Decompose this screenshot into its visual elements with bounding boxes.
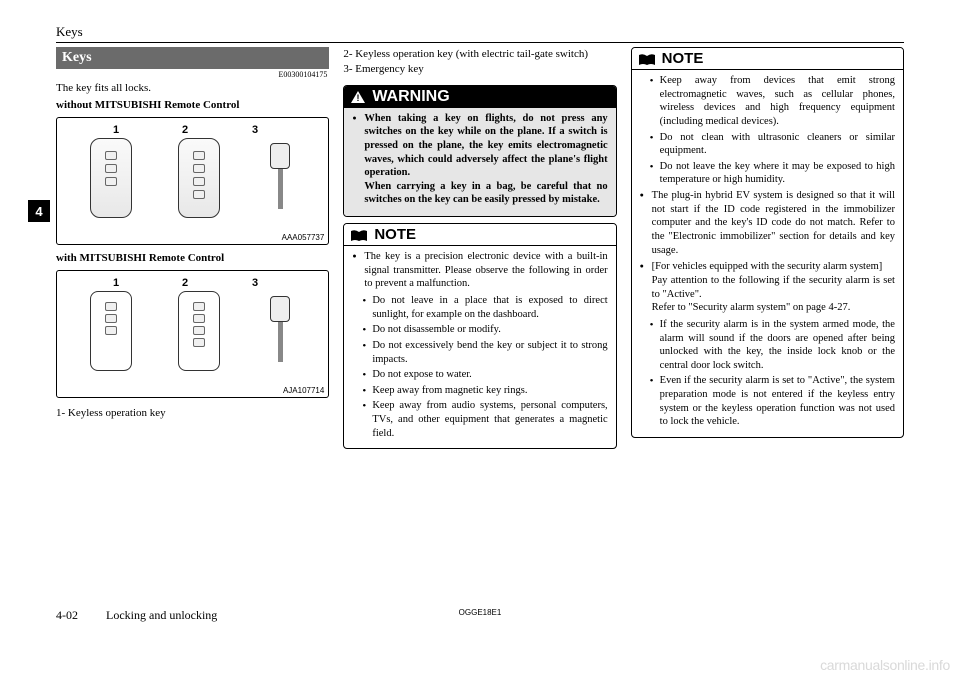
figure-label-3b: 3 — [252, 277, 258, 289]
chapter-title: Locking and unlocking — [106, 608, 217, 623]
note-sub-2: Do not disassemble or modify. — [352, 323, 607, 337]
note2-sub-1: Keep away from devices that emit strong … — [640, 74, 895, 129]
intro-text: The key fits all locks. — [56, 81, 329, 96]
note2-b2a: [For vehicles equipped with the security… — [652, 261, 883, 272]
chapter-tab: 4 — [28, 200, 50, 222]
key-fob-3 — [90, 291, 132, 371]
column-3: NOTE Keep away from devices that emit st… — [631, 47, 904, 455]
note-sub-6: Keep away from audio systems, personal c… — [352, 399, 607, 440]
note-sub-5: Keep away from magnetic key rings. — [352, 384, 607, 398]
key-fob-2 — [178, 138, 220, 218]
note-sub-1: Do not leave in a place that is exposed … — [352, 294, 607, 321]
warning-triangle-icon: ! — [350, 90, 366, 104]
key-fob-1 — [90, 138, 132, 218]
footer: 4-02 Locking and unlocking OGGE18E1 — [56, 608, 904, 623]
note-title-2: NOTE — [662, 50, 704, 67]
warning-text-2: When carrying a key in a bag, be careful… — [364, 181, 607, 206]
warning-body: When taking a key on flights, do not pre… — [344, 108, 615, 216]
note-lead: The key is a precision electronic device… — [352, 250, 607, 291]
note2-b2c: Refer to "Security alarm system" on page… — [652, 302, 851, 313]
figure-label-2b: 2 — [182, 277, 188, 289]
note2-b2b: Pay attention to the following if the se… — [652, 275, 895, 300]
warning-header: ! WARNING — [344, 86, 615, 108]
note-sub-3: Do not excessively bend the key or subje… — [352, 339, 607, 366]
section-code: E00300104175 — [56, 69, 329, 81]
figure-with-remote: 1 2 3 AJA107714 — [56, 270, 329, 398]
note-body-2: Keep away from devices that emit strong … — [632, 70, 903, 437]
note2-sub-2: Do not clean with ultrasonic cleaners or… — [640, 131, 895, 158]
figure-label-1b: 1 — [113, 277, 119, 289]
note2-sub-4: If the security alarm is in the system a… — [640, 318, 895, 373]
watermark: carmanualsonline.info — [820, 657, 950, 673]
note2-sub-5: Even if the security alarm is set to "Ac… — [640, 374, 895, 429]
page-number: 4-02 — [56, 608, 78, 623]
note-header-1: NOTE — [344, 224, 615, 246]
subhead-without-remote: without MITSUBISHI Remote Control — [56, 98, 329, 113]
section-header-keys: Keys — [56, 47, 329, 69]
note-title-1: NOTE — [374, 226, 416, 243]
column-2: 2- Keyless operation key (with electric … — [343, 47, 616, 455]
page: Keys Keys E00300104175 The key fits all … — [0, 0, 960, 467]
warning-text-1: When taking a key on flights, do not pre… — [364, 113, 607, 179]
figure-label-1: 1 — [113, 124, 119, 136]
warning-title: WARNING — [372, 88, 449, 106]
doc-code: OGGE18E1 — [459, 608, 502, 617]
note-book-icon — [350, 229, 368, 241]
note2-sub-3: Do not leave the key where it may be exp… — [640, 160, 895, 187]
note-box-2: NOTE Keep away from devices that emit st… — [631, 47, 904, 438]
figure-code-1: AAA057737 — [282, 233, 325, 242]
running-header: Keys — [56, 24, 904, 43]
note-book-icon-2 — [638, 53, 656, 65]
emergency-key-b — [265, 296, 295, 366]
emergency-key — [265, 143, 295, 213]
figure-without-remote: 1 2 3 AAA057737 — [56, 117, 329, 245]
key-fob-4 — [178, 291, 220, 371]
legend-item-3: 3- Emergency key — [343, 62, 616, 76]
warning-box: ! WARNING When taking a key on flights, … — [343, 85, 616, 217]
legend-item-1: 1- Keyless operation key — [56, 406, 329, 420]
note2-bullet-1: The plug-in hybrid EV system is designed… — [640, 189, 895, 257]
note2-bullet-2: [For vehicles equipped with the security… — [640, 260, 895, 315]
legend-item-2: 2- Keyless operation key (with electric … — [343, 47, 616, 61]
svg-text:!: ! — [357, 93, 360, 103]
note-body-1: The key is a precision electronic device… — [344, 246, 615, 448]
column-1: Keys E00300104175 The key fits all locks… — [56, 47, 329, 455]
columns: Keys E00300104175 The key fits all locks… — [56, 47, 904, 455]
figure-code-2: AJA107714 — [283, 386, 324, 395]
figure-label-2: 2 — [182, 124, 188, 136]
note-box-1: NOTE The key is a precision electronic d… — [343, 223, 616, 449]
subhead-with-remote: with MITSUBISHI Remote Control — [56, 251, 329, 266]
note-sub-4: Do not expose to water. — [352, 368, 607, 382]
note-header-2: NOTE — [632, 48, 903, 70]
figure-label-3: 3 — [252, 124, 258, 136]
warning-bullet: When taking a key on flights, do not pre… — [352, 112, 607, 207]
